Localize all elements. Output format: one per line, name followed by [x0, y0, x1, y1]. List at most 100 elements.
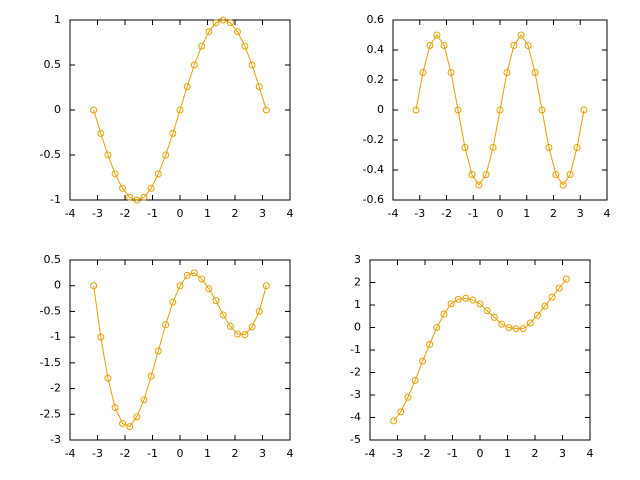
y-tick-label: -5: [350, 433, 361, 446]
data-point: [219, 16, 227, 24]
data-point: [447, 69, 455, 76]
x-tick-label: 4: [587, 447, 594, 460]
x-tick-label: -1: [447, 447, 458, 460]
data-point: [154, 347, 162, 355]
data-point: [233, 28, 241, 36]
y-tick-label: -0.5: [40, 304, 61, 317]
x-tick-label: -3: [392, 447, 403, 460]
data-point: [198, 42, 206, 50]
data-point: [411, 376, 419, 384]
plot-frame: [369, 259, 591, 441]
y-tick-label: 0: [354, 321, 361, 334]
data-point: [559, 181, 567, 189]
data-point: [503, 69, 511, 76]
x-tick-label: 4: [287, 207, 294, 220]
y-tick-label: -2: [50, 382, 61, 395]
x-tick-label: -2: [120, 447, 131, 460]
data-point: [545, 144, 553, 151]
data-point: [440, 310, 448, 318]
data-point: [154, 170, 162, 178]
data-point: [133, 413, 141, 421]
x-tick-label: 1: [204, 207, 211, 220]
data-point: [541, 302, 549, 310]
y-tick-label: -3: [50, 433, 61, 446]
data-point: [255, 307, 263, 315]
x-tick-label: 3: [259, 447, 266, 460]
data-line: [93, 19, 267, 201]
y-tick-label: -2.5: [40, 407, 61, 420]
y-tick-label: -1.5: [40, 356, 61, 369]
data-point: [475, 181, 483, 189]
x-tick-label: 0: [497, 207, 504, 220]
data-point: [419, 69, 427, 76]
data-point: [468, 171, 476, 178]
x-tick-label: -1: [468, 207, 479, 220]
data-point: [198, 275, 206, 283]
data-point: [483, 307, 491, 315]
data-point: [212, 297, 220, 305]
data-line: [93, 272, 267, 428]
x-tick-label: -1: [147, 447, 158, 460]
data-point: [133, 196, 141, 204]
data-point: [552, 171, 560, 178]
data-point: [433, 324, 441, 331]
data-point: [111, 404, 119, 412]
data-point: [580, 106, 588, 114]
x-tick-label: -3: [92, 207, 103, 220]
data-point: [426, 42, 434, 49]
subplot: -4 -3 -2 -1 0 1 2 3 4 -0.6 -0.4 -0.2 0 0.2 0.4 0.6: [363, 13, 611, 220]
data-point: [482, 171, 490, 178]
y-tick-label: -2: [350, 366, 361, 379]
data-point: [404, 393, 412, 401]
x-tick-label: 0: [477, 447, 484, 460]
y-tick-label: -0.4: [363, 163, 384, 176]
x-tick-label: -4: [365, 447, 376, 460]
x-tick-label: 1: [504, 447, 511, 460]
x-tick-label: 2: [232, 207, 239, 220]
data-point: [462, 294, 470, 302]
y-tick-label: 0.5: [44, 58, 62, 71]
subplot: -4 -3 -2 -1 0 1 2 3 4 -1 -0.5 0 0.5 1: [40, 13, 294, 220]
data-point: [419, 357, 427, 365]
data-point: [461, 144, 469, 151]
data-point: [519, 325, 527, 333]
data-point: [440, 42, 448, 49]
data-point: [262, 106, 270, 114]
data-point: [226, 19, 234, 27]
data-point: [169, 129, 177, 137]
data-point: [205, 28, 213, 36]
data-point: [447, 300, 455, 308]
data-point: [248, 61, 256, 69]
data-point: [104, 374, 112, 382]
data-point: [496, 106, 504, 114]
data-point: [219, 311, 227, 319]
data-point: [90, 282, 98, 290]
data-point: [183, 83, 191, 91]
data-point: [140, 193, 148, 201]
data-point: [426, 340, 434, 348]
data-point: [454, 106, 462, 114]
x-tick-label: 4: [287, 447, 294, 460]
data-point: [90, 106, 98, 114]
x-tick-label: -2: [420, 447, 431, 460]
x-tick-label: 1: [204, 447, 211, 460]
data-point: [524, 42, 532, 49]
data-point: [226, 322, 234, 330]
x-tick-label: 0: [177, 207, 184, 220]
x-tick-label: 2: [232, 447, 239, 460]
x-tick-label: -4: [65, 447, 76, 460]
data-point: [119, 184, 127, 192]
y-tick-label: 1: [54, 13, 61, 26]
x-tick-label: -4: [65, 207, 76, 220]
y-tick-label: -4: [350, 411, 361, 424]
data-point: [262, 282, 270, 290]
x-tick-label: -3: [414, 207, 425, 220]
x-tick-label: -1: [147, 207, 158, 220]
y-tick-label: 1: [354, 298, 361, 311]
y-tick-label: 0: [54, 279, 61, 292]
y-tick-label: 2: [354, 276, 361, 289]
data-point: [533, 311, 541, 319]
x-tick-label: -2: [441, 207, 452, 220]
data-point: [548, 293, 556, 301]
